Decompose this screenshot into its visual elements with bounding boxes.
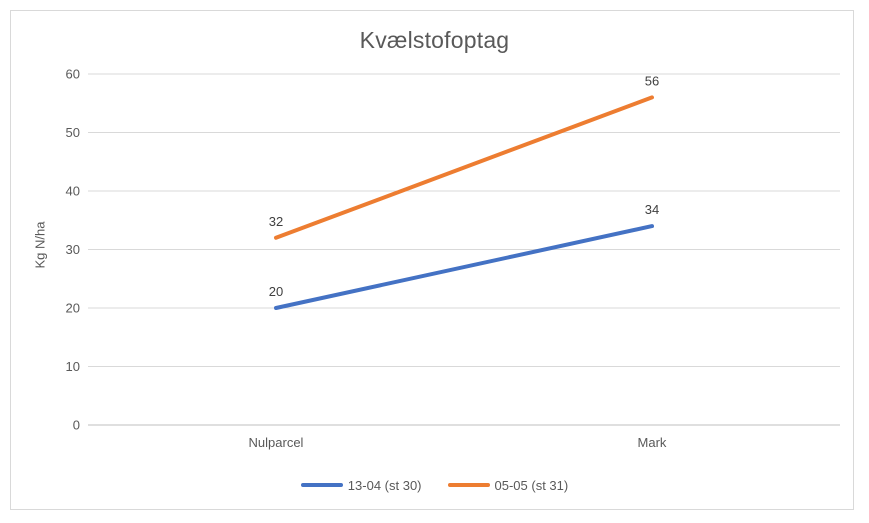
y-tick-label: 60 <box>66 67 80 82</box>
x-category-label: Nulparcel <box>249 435 304 450</box>
y-tick-label: 0 <box>73 418 80 433</box>
legend: 13-04 (st 30) 05-05 (st 31) <box>0 476 869 494</box>
legend-line-swatch <box>300 483 343 487</box>
legend-item[interactable]: 13-04 (st 30) <box>300 477 422 493</box>
data-label: 56 <box>645 73 659 88</box>
legend-label: 05-05 (st 31) <box>494 477 569 493</box>
data-label: 20 <box>269 284 283 299</box>
x-category-label: Mark <box>638 435 667 450</box>
data-label: 34 <box>645 202 659 217</box>
data-label: 32 <box>269 214 283 229</box>
series-line[interactable] <box>274 224 654 310</box>
y-tick-label: 50 <box>66 125 80 140</box>
y-tick-label: 10 <box>66 359 80 374</box>
y-tick-label: 40 <box>66 184 80 199</box>
legend-label: 13-04 (st 30) <box>347 477 422 493</box>
y-tick-label: 20 <box>66 301 80 316</box>
legend-line-swatch <box>447 483 490 487</box>
legend-item[interactable]: 05-05 (st 31) <box>447 477 569 493</box>
chart-frame[interactable] <box>10 10 854 510</box>
y-tick-label: 30 <box>66 242 80 257</box>
series-line[interactable] <box>274 95 654 240</box>
chart-title: Kvælstofoptag <box>359 27 510 53</box>
